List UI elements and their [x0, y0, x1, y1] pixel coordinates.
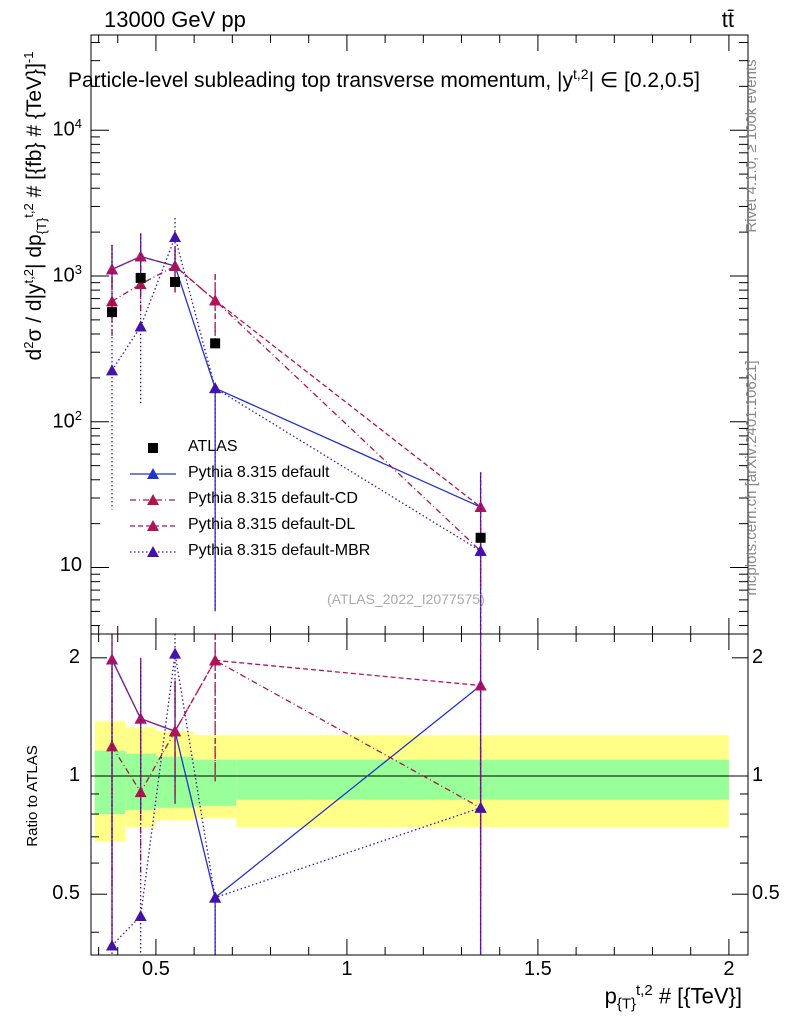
series-1-line	[111, 265, 482, 552]
legend-marker-atlas	[148, 443, 158, 453]
atlas-point	[210, 338, 221, 349]
y-tick-label: 10	[30, 554, 82, 577]
chart-title: Particle-level subleading top transverse…	[68, 66, 700, 93]
legend	[130, 443, 176, 557]
legend-entry: Pythia 8.315 default-MBR	[188, 542, 371, 559]
series-2-point	[134, 250, 147, 262]
atlas-point	[475, 532, 486, 543]
series-3-ratio-point	[169, 647, 182, 659]
ratio-y-tick-label: 1	[752, 764, 764, 786]
x-tick-label: 1.5	[524, 958, 552, 980]
ratio-y-tick-label: 2	[752, 645, 764, 668]
ratio-y-tick-label: 0.5	[752, 882, 780, 905]
series-2-ratio-point	[474, 679, 487, 691]
chart-title-post: | ∈ [0.2,0.5]	[588, 69, 700, 92]
series-3-point	[169, 231, 182, 243]
y-tick-base: 10	[52, 118, 75, 141]
series-1-point	[106, 295, 119, 307]
y-tick-label: 103	[30, 262, 82, 288]
chart-title-pre: Particle-level subleading top transverse…	[68, 69, 574, 92]
atlas-point	[107, 307, 118, 318]
series-2-ratio-point	[169, 725, 182, 737]
ratio-y-tick-label: 1	[68, 764, 80, 786]
series-2-ratio-point	[134, 712, 147, 724]
x-axis-label-sub: {T}	[616, 995, 637, 1013]
ratio-y-tick-label: 2	[68, 645, 80, 668]
legend-marker	[147, 468, 159, 479]
series-3-point	[106, 364, 119, 376]
process-label: tt̄	[721, 7, 734, 32]
series-2-point	[474, 501, 487, 513]
x-axis-label-sup: t,2	[636, 982, 653, 999]
series-2-ratio-point	[209, 654, 222, 666]
x-axis-label-tail: # [{TeV}]	[652, 983, 742, 1009]
series-3-point	[474, 544, 487, 556]
y-axis-label-main: d2σ / d|yt,2| dp{T}t,2 # [{fb} # {TeV}]-…	[21, 0, 49, 436]
ratio-y-tick-label: 0.5	[52, 882, 80, 905]
series-2-point	[209, 294, 222, 306]
y-tick-base: 10	[59, 553, 82, 576]
y-tick-exp: 2	[74, 407, 82, 423]
y-tick-exp: 4	[74, 116, 82, 132]
x-axis-label-base: p	[604, 983, 617, 1009]
ratio-frame	[90, 633, 749, 956]
series-3-point	[134, 320, 147, 332]
legend-marker	[147, 520, 159, 531]
x-tick-label: 1	[341, 958, 353, 980]
series-3-point	[209, 382, 222, 394]
y-label-sub: {T}	[34, 217, 50, 235]
x-axis-label: p{T}t,2 # [{TeV}]	[605, 982, 742, 1013]
rivet-label: Rivet 4.1.0, ≥ 100k events	[743, 59, 760, 233]
legend-entry: Pythia 8.315 default-DL	[188, 516, 356, 533]
y-tick-base: 10	[52, 410, 75, 433]
y-tick-base: 10	[52, 264, 75, 287]
chart-title-sup: t,2	[573, 66, 589, 82]
atlas-point	[170, 276, 181, 287]
y-tick-label: 104	[30, 116, 82, 142]
series-2-ratio-line	[111, 659, 481, 733]
y-tick-exp: 3	[74, 261, 82, 277]
y-label-mid: σ / d|y	[23, 283, 46, 342]
series-3-ratio-point	[209, 891, 222, 903]
series-3-ratio-point	[474, 801, 487, 813]
series-2-point	[169, 260, 182, 272]
legend-marker	[147, 546, 159, 557]
y-label-sup3: t,2	[21, 203, 36, 218]
legend-entry: Pythia 8.315 default-CD	[188, 490, 358, 507]
ratio-panel	[90, 633, 749, 956]
ratio-band-inner	[236, 759, 729, 800]
atlas-point	[135, 272, 146, 283]
y-label-pre: d	[23, 348, 46, 361]
legend-entry: Pythia 8.315 default	[188, 464, 330, 481]
source-label: mcplots.cern.ch [arXiv:2401.10621]	[743, 360, 760, 596]
series-3-ratio-point	[134, 909, 147, 921]
series-2-ratio-point	[106, 653, 119, 665]
watermark: (ATLAS_2022_I2077575)	[327, 591, 485, 607]
y-axis-label-ratio: Ratio to ATLAS	[24, 745, 41, 847]
x-tick-label: 2	[723, 958, 735, 980]
x-tick-label: 0.5	[142, 958, 170, 980]
legend-marker	[147, 494, 159, 505]
series-3-ratio-point	[106, 939, 119, 951]
series-1-ratio-line	[111, 659, 481, 809]
y-label-sup4: -1	[21, 51, 36, 64]
legend-entry: ATLAS	[188, 438, 238, 455]
y-tick-label: 102	[30, 408, 82, 434]
energy-label: 13000 GeV pp	[104, 7, 246, 32]
ratio-band-inner	[94, 750, 126, 815]
y-label-sup1: 2	[21, 341, 36, 349]
